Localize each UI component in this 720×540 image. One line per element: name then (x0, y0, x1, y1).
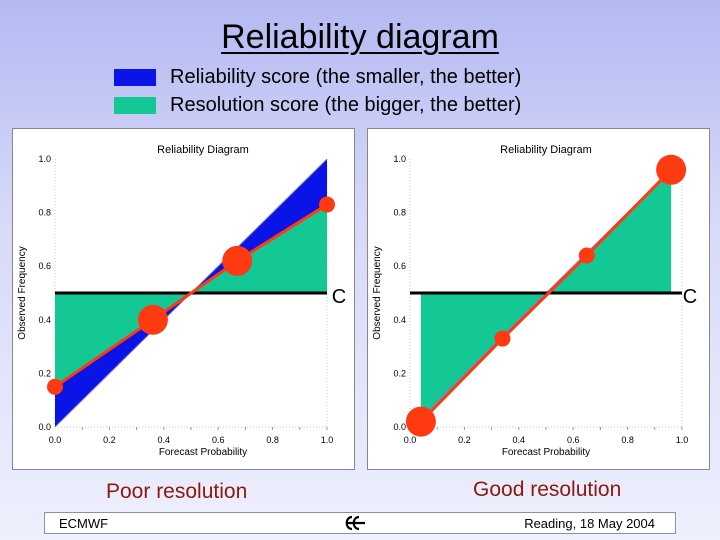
forecast-line (419, 168, 673, 423)
x-tick-label: 0.4 (158, 435, 171, 445)
x-tick-label: 0.6 (212, 435, 225, 445)
x-tick-label: 0.2 (103, 435, 116, 445)
chart-title: Reliability Diagram (500, 144, 592, 156)
forecast-point (47, 378, 63, 395)
ecmwf-logo-icon (345, 515, 365, 531)
chart-title: Reliability Diagram (157, 144, 249, 156)
forecast-point (494, 330, 511, 347)
x-tick-label: 0.8 (621, 435, 634, 445)
x-tick-label: 0.0 (404, 435, 417, 445)
footer-date: Reading, 18 May 2004 (524, 516, 655, 531)
forecast-point (405, 406, 436, 437)
legend-label-resolution: Resolution score (the bigger, the better… (170, 93, 522, 116)
climatology-label: C (332, 286, 346, 308)
x-tick-label: 0.6 (567, 435, 580, 445)
y-tick-label: 0.8 (393, 208, 406, 218)
left-chart-panel: C Reliability Diagram Observed Frequency… (12, 128, 355, 470)
legend-swatch-reliability (114, 68, 156, 86)
legend-label-reliability: Reliability score (the smaller, the bett… (170, 65, 522, 88)
x-tick-label: 0.0 (49, 435, 62, 445)
x-tick-label: 0.2 (458, 435, 471, 445)
y-tick-label: 1.0 (38, 154, 51, 164)
x-tick-label: 0.4 (513, 435, 526, 445)
caption-good-resolution: Good resolution (473, 478, 622, 501)
right-reliability-chart: C Reliability Diagram Observed Frequency… (372, 144, 697, 458)
x-axis-label: Forecast Probability (502, 447, 590, 458)
x-axis-label: Forecast Probability (159, 447, 247, 458)
forecast-point (578, 247, 595, 264)
x-tick-label: 1.0 (321, 435, 334, 445)
y-axis-label: Observed Frequency (372, 246, 383, 339)
footer-org: ECMWF (59, 516, 109, 531)
left-reliability-chart: C Reliability Diagram Observed Frequency… (17, 144, 346, 458)
legend-item-resolution: Resolution score (the bigger, the better… (114, 94, 521, 116)
resolution-area (55, 204, 327, 387)
y-tick-label: 0.4 (393, 315, 406, 325)
footer-bar: ECMWF Reading, 18 May 2004 (44, 512, 676, 534)
y-tick-label: 0.4 (38, 315, 51, 325)
y-axis-label: Observed Frequency (17, 246, 28, 339)
resolution-area (420, 169, 672, 422)
forecast-point (319, 196, 335, 213)
y-tick-label: 0.2 (38, 368, 51, 378)
forecast-line (54, 203, 328, 389)
y-tick-label: 0.0 (393, 422, 406, 432)
climatology-label: C (683, 286, 697, 308)
y-tick-label: 1.0 (393, 154, 406, 164)
legend-swatch-resolution (114, 96, 156, 114)
y-tick-label: 0.8 (38, 208, 51, 218)
x-tick-label: 0.8 (266, 435, 279, 445)
right-chart-panel: C Reliability Diagram Observed Frequency… (367, 128, 710, 470)
x-tick-label: 1.0 (676, 435, 689, 445)
y-tick-label: 0.6 (38, 261, 51, 271)
slide-title: Reliability diagram (221, 18, 499, 56)
y-tick-label: 0.6 (393, 261, 406, 271)
forecast-point (137, 304, 168, 335)
y-tick-label: 0.0 (38, 422, 51, 432)
legend-item-reliability: Reliability score (the smaller, the bett… (114, 66, 521, 88)
y-tick-label: 0.2 (393, 368, 406, 378)
forecast-point (656, 154, 687, 185)
caption-poor-resolution: Poor resolution (106, 480, 248, 503)
forecast-point (222, 245, 253, 276)
